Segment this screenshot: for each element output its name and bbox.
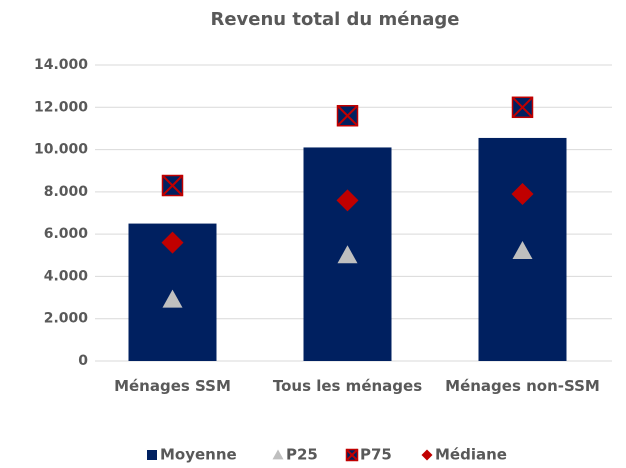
legend-label: Médiane	[435, 446, 507, 464]
y-tick-label: 6.000	[44, 226, 89, 242]
p75-cross	[511, 96, 534, 118]
p75-marker	[161, 174, 184, 197]
p75-cross	[345, 448, 359, 462]
p75-marker	[345, 448, 359, 462]
p25-marker	[162, 289, 183, 308]
p25-marker	[272, 449, 284, 460]
y-tick-label: 8.000	[44, 184, 89, 200]
p25-marker	[337, 245, 358, 264]
p75-cross	[161, 174, 184, 197]
p25-marker	[512, 241, 533, 260]
y-tick-label: 10.000	[34, 142, 88, 158]
x-tick-label: Tous les ménages	[272, 377, 423, 395]
y-tick-label: 4.000	[44, 268, 89, 284]
y-tick-label: 12.000	[34, 99, 88, 115]
legend-label: Moyenne	[160, 446, 237, 464]
y-tick-label: 0	[78, 353, 88, 369]
legend-marker	[147, 450, 157, 460]
y-tick-label: 2.000	[44, 311, 89, 327]
y-tick-label: 14.000	[34, 57, 88, 73]
chart-title: Revenu total du ménage	[210, 9, 459, 30]
median-marker	[511, 182, 534, 205]
median-marker	[161, 231, 184, 254]
x-tick-label: Ménages non-SSM	[445, 377, 600, 395]
legend-label: P25	[286, 446, 318, 464]
median-marker	[421, 449, 433, 461]
p75-marker	[336, 104, 359, 127]
x-tick-label: Ménages SSM	[114, 377, 231, 395]
p75-cross	[336, 105, 359, 127]
legend-label: P75	[360, 446, 392, 464]
p75-marker	[511, 96, 534, 119]
median-marker	[336, 189, 359, 212]
